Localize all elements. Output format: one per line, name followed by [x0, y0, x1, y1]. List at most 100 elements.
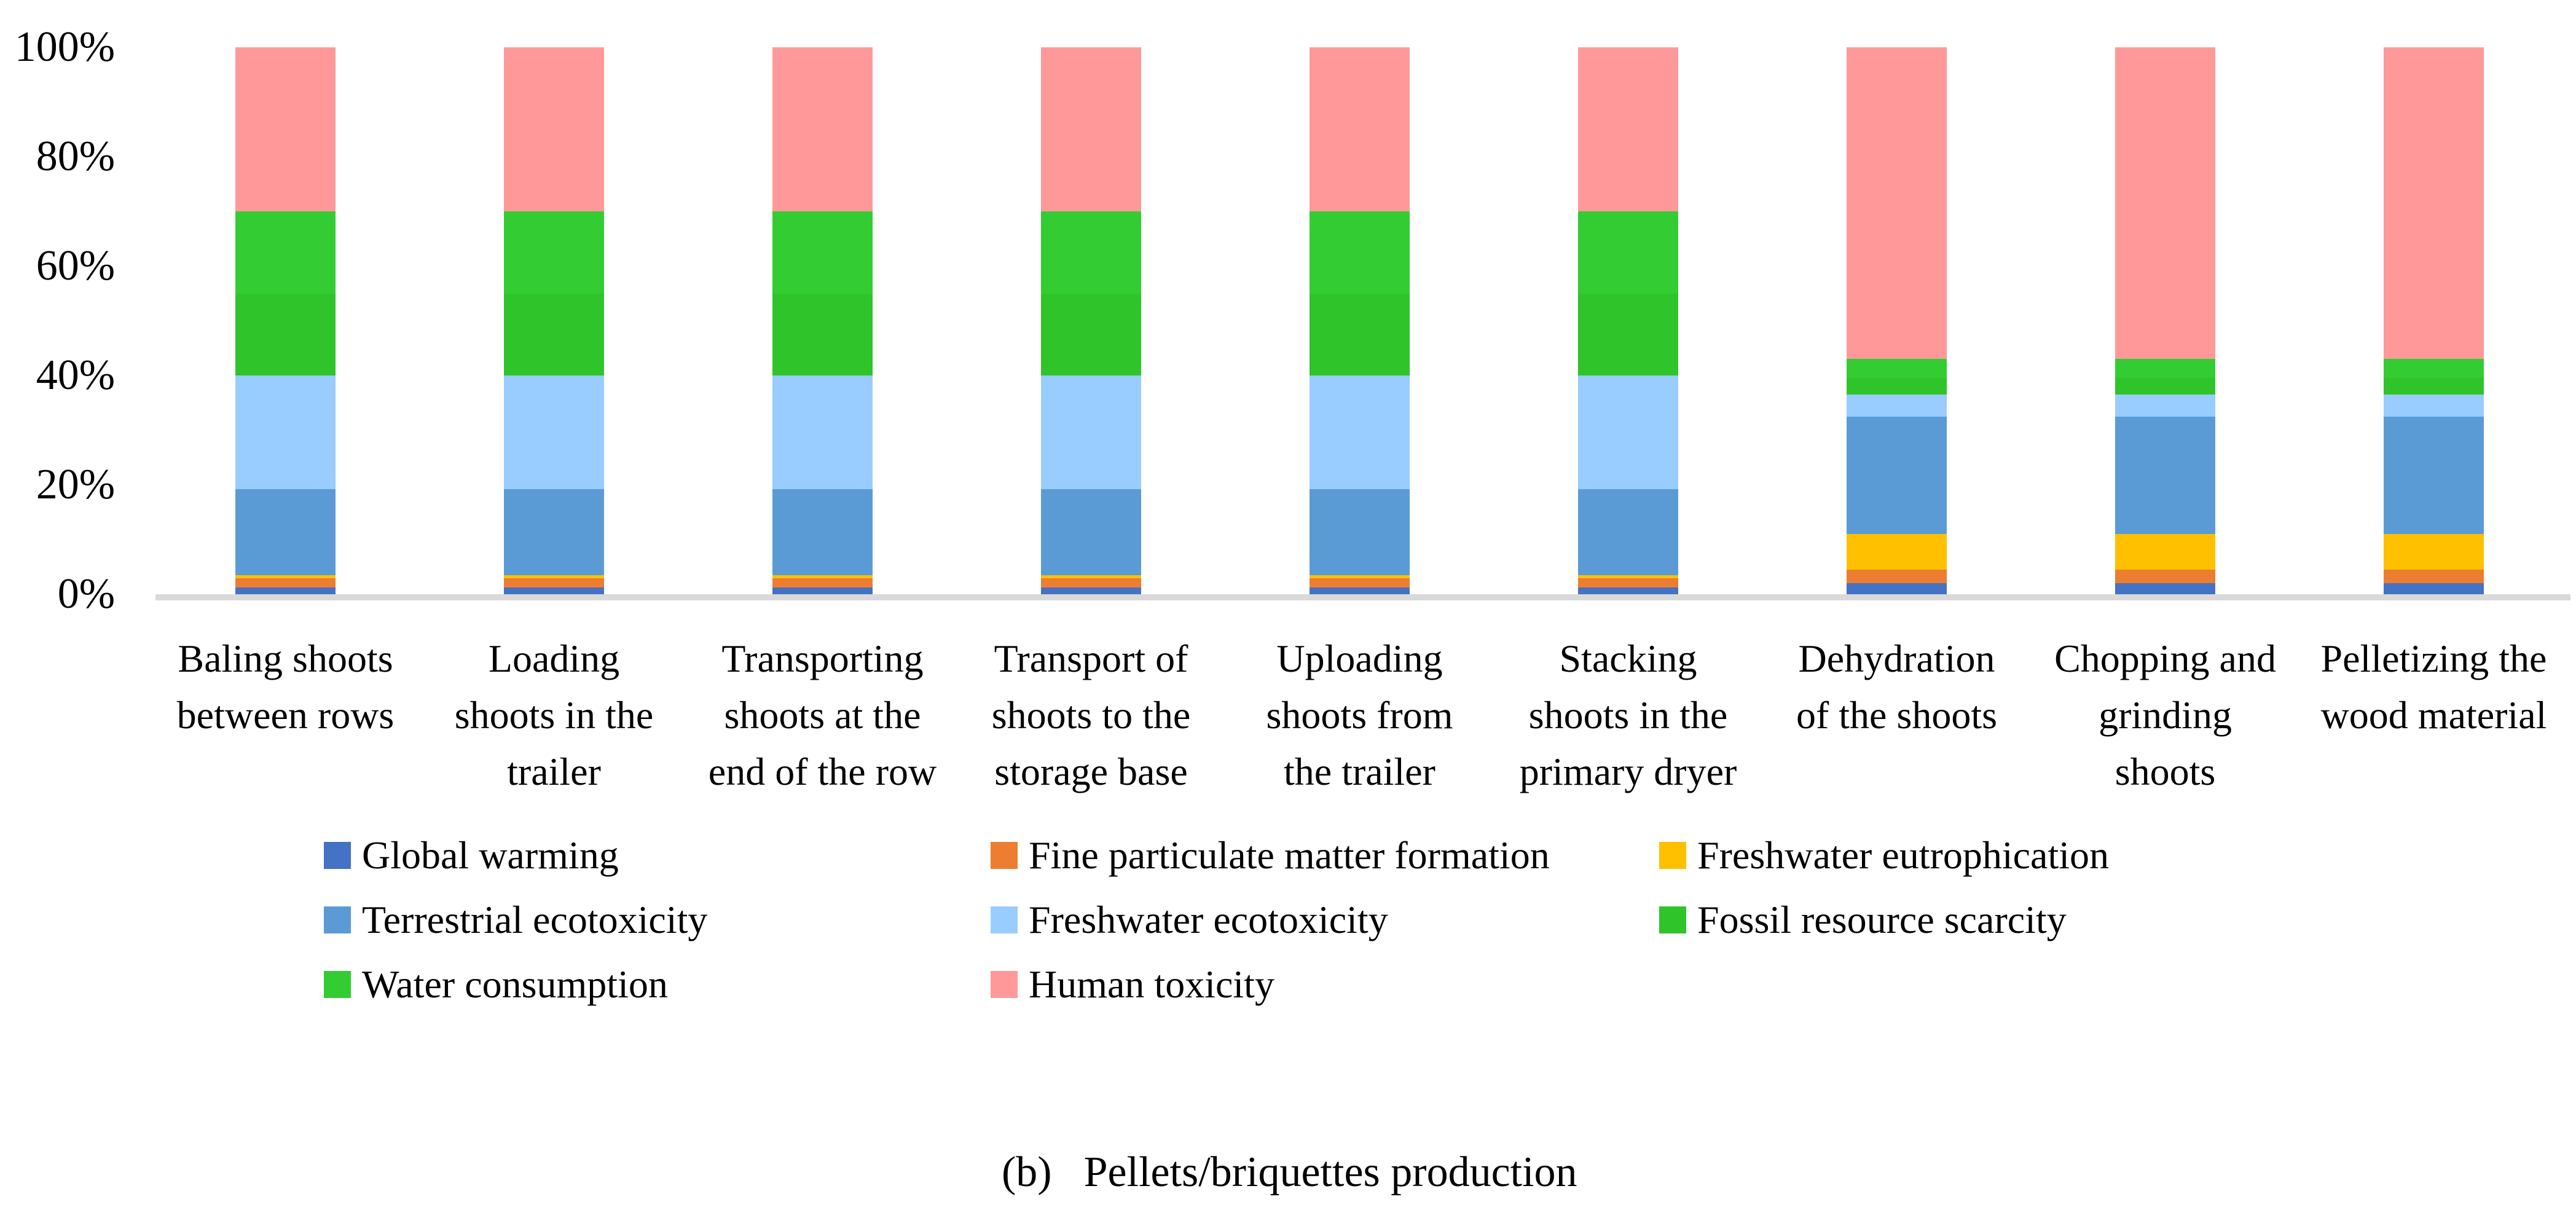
x-axis-category-label: Loading shoots in the trailer: [454, 637, 654, 793]
legend-color-swatch: [324, 906, 351, 933]
bar-baling-shoots-between-rows: [235, 47, 336, 594]
legend-item-fossil-resource-scarcity: Fossil resource scarcity: [1659, 897, 2067, 943]
bar-segment-water-consumption: [1041, 211, 1141, 294]
bar-segment-terrestrial-ecotoxicity: [2384, 416, 2484, 535]
legend-item-terrestrial-ecotoxicity: Terrestrial ecotoxicity: [324, 897, 707, 943]
bar-segment-global-warming: [235, 587, 336, 594]
legend-color-swatch: [324, 971, 351, 998]
legend-label: Human toxicity: [1029, 962, 1274, 1006]
legend-color-swatch: [991, 971, 1018, 998]
legend-label: Fine particulate matter formation: [1029, 833, 1550, 877]
y-axis-tick-label: 100%: [14, 23, 115, 71]
bar-segment-human-toxicity: [504, 47, 604, 211]
bar-segment-human-toxicity: [1847, 47, 1947, 360]
bar-segment-human-toxicity: [1041, 47, 1141, 211]
bar-segment-human-toxicity: [772, 47, 873, 211]
y-axis-tick-label: 20%: [36, 461, 115, 508]
bar-segment-global-warming: [1310, 587, 1410, 594]
bar-segment-fine-particulate-matter-formation: [2384, 569, 2484, 584]
legend-color-swatch: [1659, 842, 1686, 869]
bar-dehydration-of-the-shoots: [1847, 47, 1947, 594]
x-axis-category-label: Chopping and grinding shoots: [2054, 637, 2276, 793]
bar-segment-freshwater-ecotoxicity: [1041, 375, 1141, 490]
bar-segment-fine-particulate-matter-formation: [235, 578, 336, 588]
bar-segment-global-warming: [1041, 587, 1141, 594]
y-axis-tick-label: 80%: [36, 133, 115, 180]
bar-segment-human-toxicity: [2115, 47, 2215, 360]
bar-segment-terrestrial-ecotoxicity: [1310, 489, 1410, 575]
legend-color-swatch: [324, 842, 351, 869]
bar-stacking-shoots-in-the-primary-dryer: [1578, 47, 1678, 594]
bar-segment-global-warming: [2384, 583, 2484, 594]
bar-transport-of-shoots-to-the-storage-base: [1041, 47, 1141, 594]
bar-segment-fine-particulate-matter-formation: [1578, 578, 1678, 588]
figure-caption: (b) Pellets/briquettes production: [1002, 1148, 1577, 1197]
bar-segment-fossil-resource-scarcity: [1847, 377, 1947, 395]
x-axis-category-label: Uploading shoots from the trailer: [1266, 637, 1453, 793]
bar-segment-global-warming: [1578, 587, 1678, 594]
x-axis-line: [155, 594, 2570, 600]
bar-segment-terrestrial-ecotoxicity: [1041, 489, 1141, 575]
y-axis-tick-label: 0%: [57, 570, 115, 618]
bar-segment-human-toxicity: [1310, 47, 1410, 211]
bar-segment-freshwater-ecotoxicity: [772, 375, 873, 490]
x-axis-category-label: Pelletizing the wood material: [2320, 637, 2547, 737]
bar-segment-freshwater-ecotoxicity: [235, 375, 336, 490]
bar-segment-freshwater-eutrophication: [1578, 575, 1678, 579]
bar-segment-fine-particulate-matter-formation: [1041, 578, 1141, 588]
bar-segment-freshwater-eutrophication: [1310, 575, 1410, 579]
bar-segment-freshwater-eutrophication: [1847, 533, 1947, 570]
bar-segment-water-consumption: [1578, 211, 1678, 294]
bar-segment-fossil-resource-scarcity: [2115, 377, 2215, 395]
bar-segment-freshwater-ecotoxicity: [2384, 394, 2484, 417]
bar-segment-fine-particulate-matter-formation: [772, 578, 873, 588]
x-axis-category-label: Stacking shoots in the primary dryer: [1519, 637, 1737, 793]
bar-segment-freshwater-eutrophication: [504, 575, 604, 579]
caption-text: Pellets/briquettes production: [1083, 1149, 1577, 1196]
bar-segment-freshwater-eutrophication: [235, 575, 336, 579]
bar-segment-terrestrial-ecotoxicity: [235, 489, 336, 575]
bar-segment-freshwater-ecotoxicity: [504, 375, 604, 490]
bar-segment-fossil-resource-scarcity: [1041, 293, 1141, 375]
legend-label: Freshwater ecotoxicity: [1029, 898, 1388, 941]
bar-segment-global-warming: [772, 587, 873, 594]
x-axis-category-label: Dehydration of the shoots: [1796, 637, 1998, 737]
bar-segment-human-toxicity: [1578, 47, 1678, 211]
bar-segment-fine-particulate-matter-formation: [1847, 569, 1947, 584]
bar-segment-water-consumption: [2384, 358, 2484, 379]
legend-item-freshwater-ecotoxicity: Freshwater ecotoxicity: [991, 897, 1388, 943]
caption-index: (b): [1002, 1149, 1052, 1196]
bar-segment-fine-particulate-matter-formation: [2115, 569, 2215, 584]
y-axis-tick-label: 40%: [36, 352, 115, 399]
bar-segment-freshwater-ecotoxicity: [1847, 394, 1947, 417]
legend-item-human-toxicity: Human toxicity: [991, 962, 1274, 1007]
bar-segment-water-consumption: [1847, 358, 1947, 379]
bar-segment-global-warming: [1847, 583, 1947, 594]
legend-item-fine-particulate-matter-formation: Fine particulate matter formation: [991, 833, 1550, 878]
bar-segment-fossil-resource-scarcity: [2384, 377, 2484, 395]
bar-segment-freshwater-ecotoxicity: [2115, 394, 2215, 417]
bar-segment-fossil-resource-scarcity: [772, 293, 873, 375]
legend-color-swatch: [991, 906, 1018, 933]
bar-loading-shoots-in-the-trailer: [504, 47, 604, 594]
bar-segment-fossil-resource-scarcity: [235, 293, 336, 375]
bar-segment-freshwater-ecotoxicity: [1578, 375, 1678, 490]
bar-transporting-shoots-at-the-end-of-the-row: [772, 47, 873, 594]
x-axis-category-label: Transport of shoots to the storage base: [991, 637, 1191, 793]
x-axis-category-label: Baling shoots between rows: [176, 637, 395, 737]
x-axis-category-label: Transporting shoots at the end of the ro…: [708, 637, 937, 793]
bar-segment-terrestrial-ecotoxicity: [504, 489, 604, 575]
bar-segment-global-warming: [2115, 583, 2215, 594]
bar-segment-human-toxicity: [2384, 47, 2484, 360]
bar-segment-water-consumption: [1310, 211, 1410, 294]
bar-segment-freshwater-eutrophication: [2384, 533, 2484, 570]
bar-segment-fossil-resource-scarcity: [504, 293, 604, 375]
legend-item-water-consumption: Water consumption: [324, 962, 668, 1007]
bar-segment-global-warming: [504, 587, 604, 594]
bar-segment-terrestrial-ecotoxicity: [1578, 489, 1678, 575]
bar-segment-fine-particulate-matter-formation: [1310, 578, 1410, 588]
legend-label: Freshwater eutrophication: [1697, 833, 2109, 877]
bar-chopping-and-grinding-shoots: [2115, 47, 2215, 594]
bar-segment-freshwater-eutrophication: [772, 575, 873, 579]
bar-segment-terrestrial-ecotoxicity: [1847, 416, 1947, 535]
